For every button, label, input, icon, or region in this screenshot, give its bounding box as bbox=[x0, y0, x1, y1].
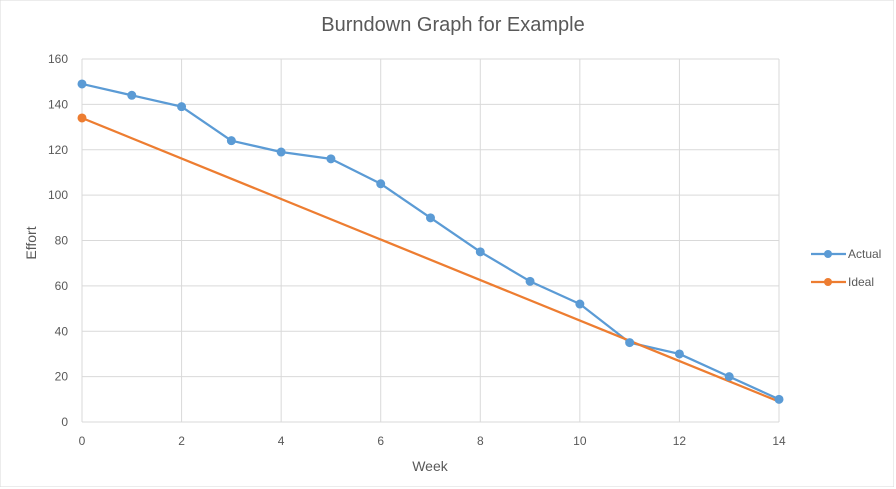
y-tick-label: 20 bbox=[55, 370, 69, 384]
x-axis-label: Week bbox=[412, 458, 449, 474]
data-point-actual bbox=[724, 372, 734, 382]
y-tick-label: 0 bbox=[61, 415, 68, 429]
chart-title: Burndown Graph for Example bbox=[321, 14, 584, 36]
data-point-actual bbox=[177, 102, 187, 112]
x-tick-label: 6 bbox=[377, 434, 384, 448]
data-point-actual bbox=[774, 394, 784, 404]
x-tick-label: 2 bbox=[178, 434, 185, 448]
data-point-actual bbox=[625, 338, 635, 348]
legend-label-ideal: Ideal bbox=[848, 275, 874, 289]
legend-marker-actual bbox=[824, 250, 832, 258]
data-point-actual bbox=[674, 349, 684, 359]
data-point-actual bbox=[276, 147, 286, 157]
y-tick-label: 60 bbox=[55, 279, 69, 293]
x-tick-label: 4 bbox=[278, 434, 285, 448]
data-point-actual bbox=[326, 154, 336, 164]
data-point-actual bbox=[77, 79, 87, 89]
data-point-actual bbox=[525, 276, 535, 286]
legend-label-actual: Actual bbox=[848, 247, 881, 261]
y-axis-ticks: 0 20 40 60 80 100 120 140 160 bbox=[48, 52, 68, 429]
y-tick-label: 160 bbox=[48, 52, 68, 66]
y-tick-label: 120 bbox=[48, 143, 68, 157]
y-tick-label: 100 bbox=[48, 188, 68, 202]
x-axis-ticks: 0 2 4 6 8 10 12 14 bbox=[79, 434, 786, 448]
data-point-actual bbox=[575, 299, 585, 309]
y-tick-label: 40 bbox=[55, 324, 69, 338]
y-tick-label: 80 bbox=[55, 234, 69, 248]
y-tick-label: 140 bbox=[48, 97, 68, 111]
series-line-ideal bbox=[81, 116, 780, 403]
legend: Actual Ideal bbox=[811, 247, 881, 289]
data-point-actual bbox=[127, 90, 137, 100]
y-axis-label: Effort bbox=[23, 226, 39, 259]
x-tick-label: 14 bbox=[772, 434, 786, 448]
data-point-ideal bbox=[77, 113, 87, 123]
x-tick-label: 0 bbox=[79, 434, 86, 448]
data-point-actual bbox=[426, 213, 435, 223]
legend-marker-ideal bbox=[824, 278, 832, 286]
series-group bbox=[77, 79, 784, 404]
x-tick-label: 12 bbox=[673, 434, 687, 448]
data-point-actual bbox=[376, 179, 386, 189]
data-point-actual bbox=[226, 136, 236, 146]
x-tick-label: 8 bbox=[477, 434, 484, 448]
x-tick-label: 10 bbox=[573, 434, 587, 448]
data-point-actual bbox=[475, 247, 485, 257]
